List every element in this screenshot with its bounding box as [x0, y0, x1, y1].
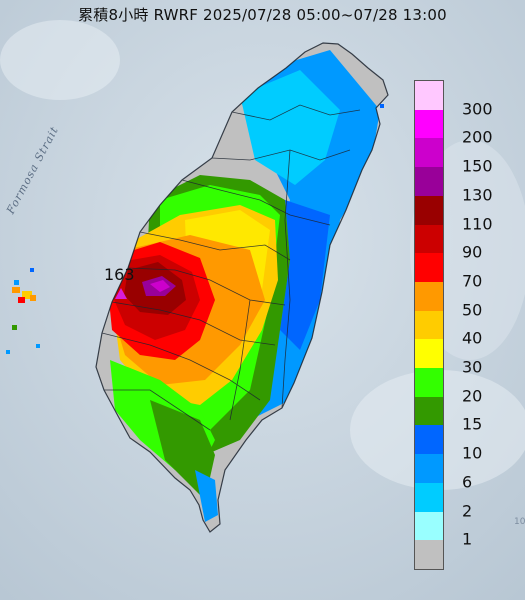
- legend-label: 2: [462, 501, 473, 521]
- peak-marker-icon: [115, 288, 127, 299]
- legend-swatch: [415, 167, 443, 197]
- map-title: 累積8小時 RWRF 2025/07/28 05:00~07/28 13:00: [78, 6, 447, 24]
- legend-swatch: [415, 224, 443, 254]
- legend-label: 1: [462, 529, 473, 549]
- peak-rainfall-label: 163: [104, 265, 135, 284]
- island: [96, 43, 388, 532]
- legend-swatch: [415, 109, 443, 139]
- legend-label: 110: [462, 214, 493, 234]
- county-boundaries: [95, 42, 389, 533]
- legend-label: 130: [462, 185, 493, 205]
- legend-label: 150: [462, 156, 493, 176]
- legend-swatch: [415, 310, 443, 340]
- legend-swatch: [415, 454, 443, 484]
- corner-mark: 10: [514, 517, 525, 527]
- legend-swatch: [415, 81, 443, 111]
- legend-label: 300: [462, 99, 493, 119]
- legend-label: 6: [462, 472, 473, 492]
- legend-swatch: [415, 253, 443, 283]
- legend-swatch: [415, 540, 443, 570]
- legend-swatch: [415, 511, 443, 541]
- legend-label: 200: [462, 127, 493, 147]
- legend-label: 40: [462, 328, 483, 348]
- legend-label: 15: [462, 414, 483, 434]
- legend-swatch: [415, 368, 443, 398]
- penghu-islands: [6, 104, 384, 354]
- legend-swatch: [415, 281, 443, 312]
- legend-swatch: [415, 482, 443, 513]
- legend-label: 90: [462, 242, 483, 262]
- legend-label: 20: [462, 386, 483, 406]
- legend-swatch: [415, 425, 443, 455]
- legend-label: 70: [462, 271, 483, 291]
- legend-swatch: [415, 195, 443, 226]
- legend-swatch: [415, 396, 443, 426]
- legend-swatch: [415, 339, 443, 369]
- legend-label: 10: [462, 443, 483, 463]
- legend-swatch: [415, 138, 443, 168]
- color-legend: [414, 80, 444, 570]
- legend-label: 30: [462, 357, 483, 377]
- legend-label: 50: [462, 300, 483, 320]
